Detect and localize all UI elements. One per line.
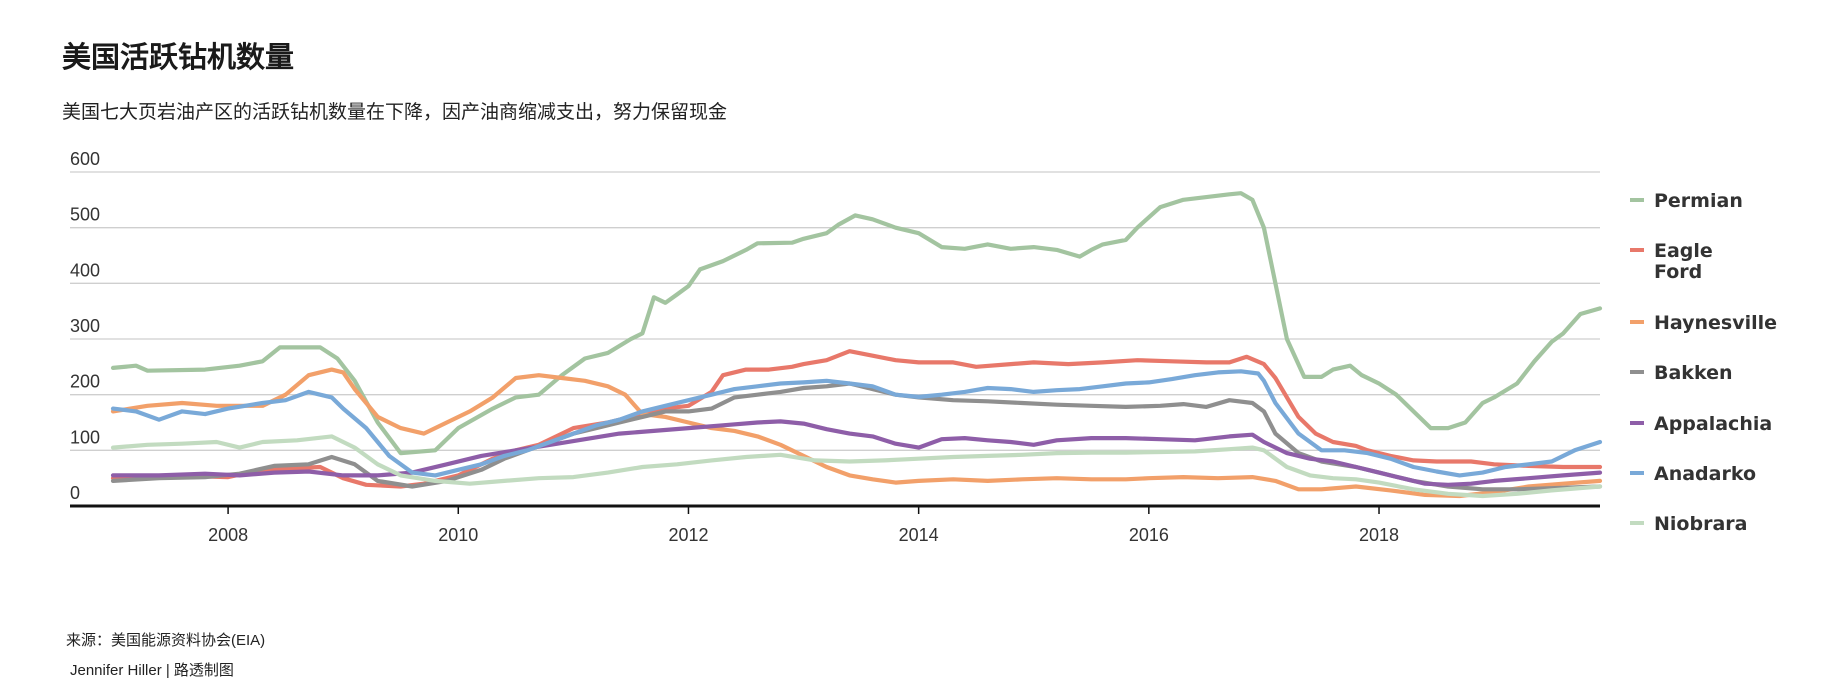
series-line-niobrara (110, 434, 1603, 499)
x-tick-label: 2016 (1129, 525, 1169, 545)
x-tick-label: 2012 (668, 525, 708, 545)
x-tick-label: 2018 (1359, 525, 1399, 545)
source-note: 来源：美国能源资料协会(EIA) (66, 632, 266, 649)
series-line-haynesville (110, 367, 1603, 499)
y-tick-label: 200 (70, 372, 100, 392)
series-line-permian (110, 191, 1603, 456)
y-axis-ticks: 0 100 200 300 400 500 600 (70, 149, 100, 503)
series-lines (110, 191, 1603, 499)
credit-note: Jennifer Hiller | 路透制图 (70, 662, 234, 679)
legend-label: Haynesville (1654, 312, 1777, 334)
series-line-appalachia (110, 419, 1603, 487)
line-chart: 0 100 200 300 400 500 600 2008 2010 2012 2014 2016… (70, 149, 1777, 545)
y-tick-label: 300 (70, 316, 100, 336)
y-tick-label: 600 (70, 149, 100, 169)
y-tick-label: 0 (70, 483, 80, 503)
chart-title: 美国活跃钻机数量 (62, 40, 295, 74)
y-tick-label: 100 (70, 427, 100, 447)
chart-subtitle: 美国七大页岩油产区的活跃钻机数量在下降，因产油商缩减支出，努力保留现金 (62, 101, 728, 123)
legend: Permian Eagle Ford Haynesville Bakken Appalac… (1630, 190, 1777, 535)
legend-label: Permian (1654, 190, 1743, 212)
x-tick-label: 2014 (899, 525, 939, 545)
legend-label: Bakken (1654, 362, 1732, 384)
y-tick-label: 400 (70, 260, 100, 280)
x-tick-label: 2008 (208, 525, 248, 545)
y-tick-label: 500 (70, 205, 100, 225)
legend-label: Anadarko (1654, 463, 1756, 485)
legend-label: Niobrara (1654, 513, 1747, 535)
series-line-anadarko (110, 369, 1603, 478)
x-axis-ticks: 2008 2010 2012 2014 2016 2018 (208, 506, 1399, 545)
legend-label: Appalachia (1654, 413, 1772, 435)
series-line-bakken (110, 381, 1603, 492)
legend-label: Eagle Ford (1654, 240, 1713, 283)
x-tick-label: 2010 (438, 525, 478, 545)
